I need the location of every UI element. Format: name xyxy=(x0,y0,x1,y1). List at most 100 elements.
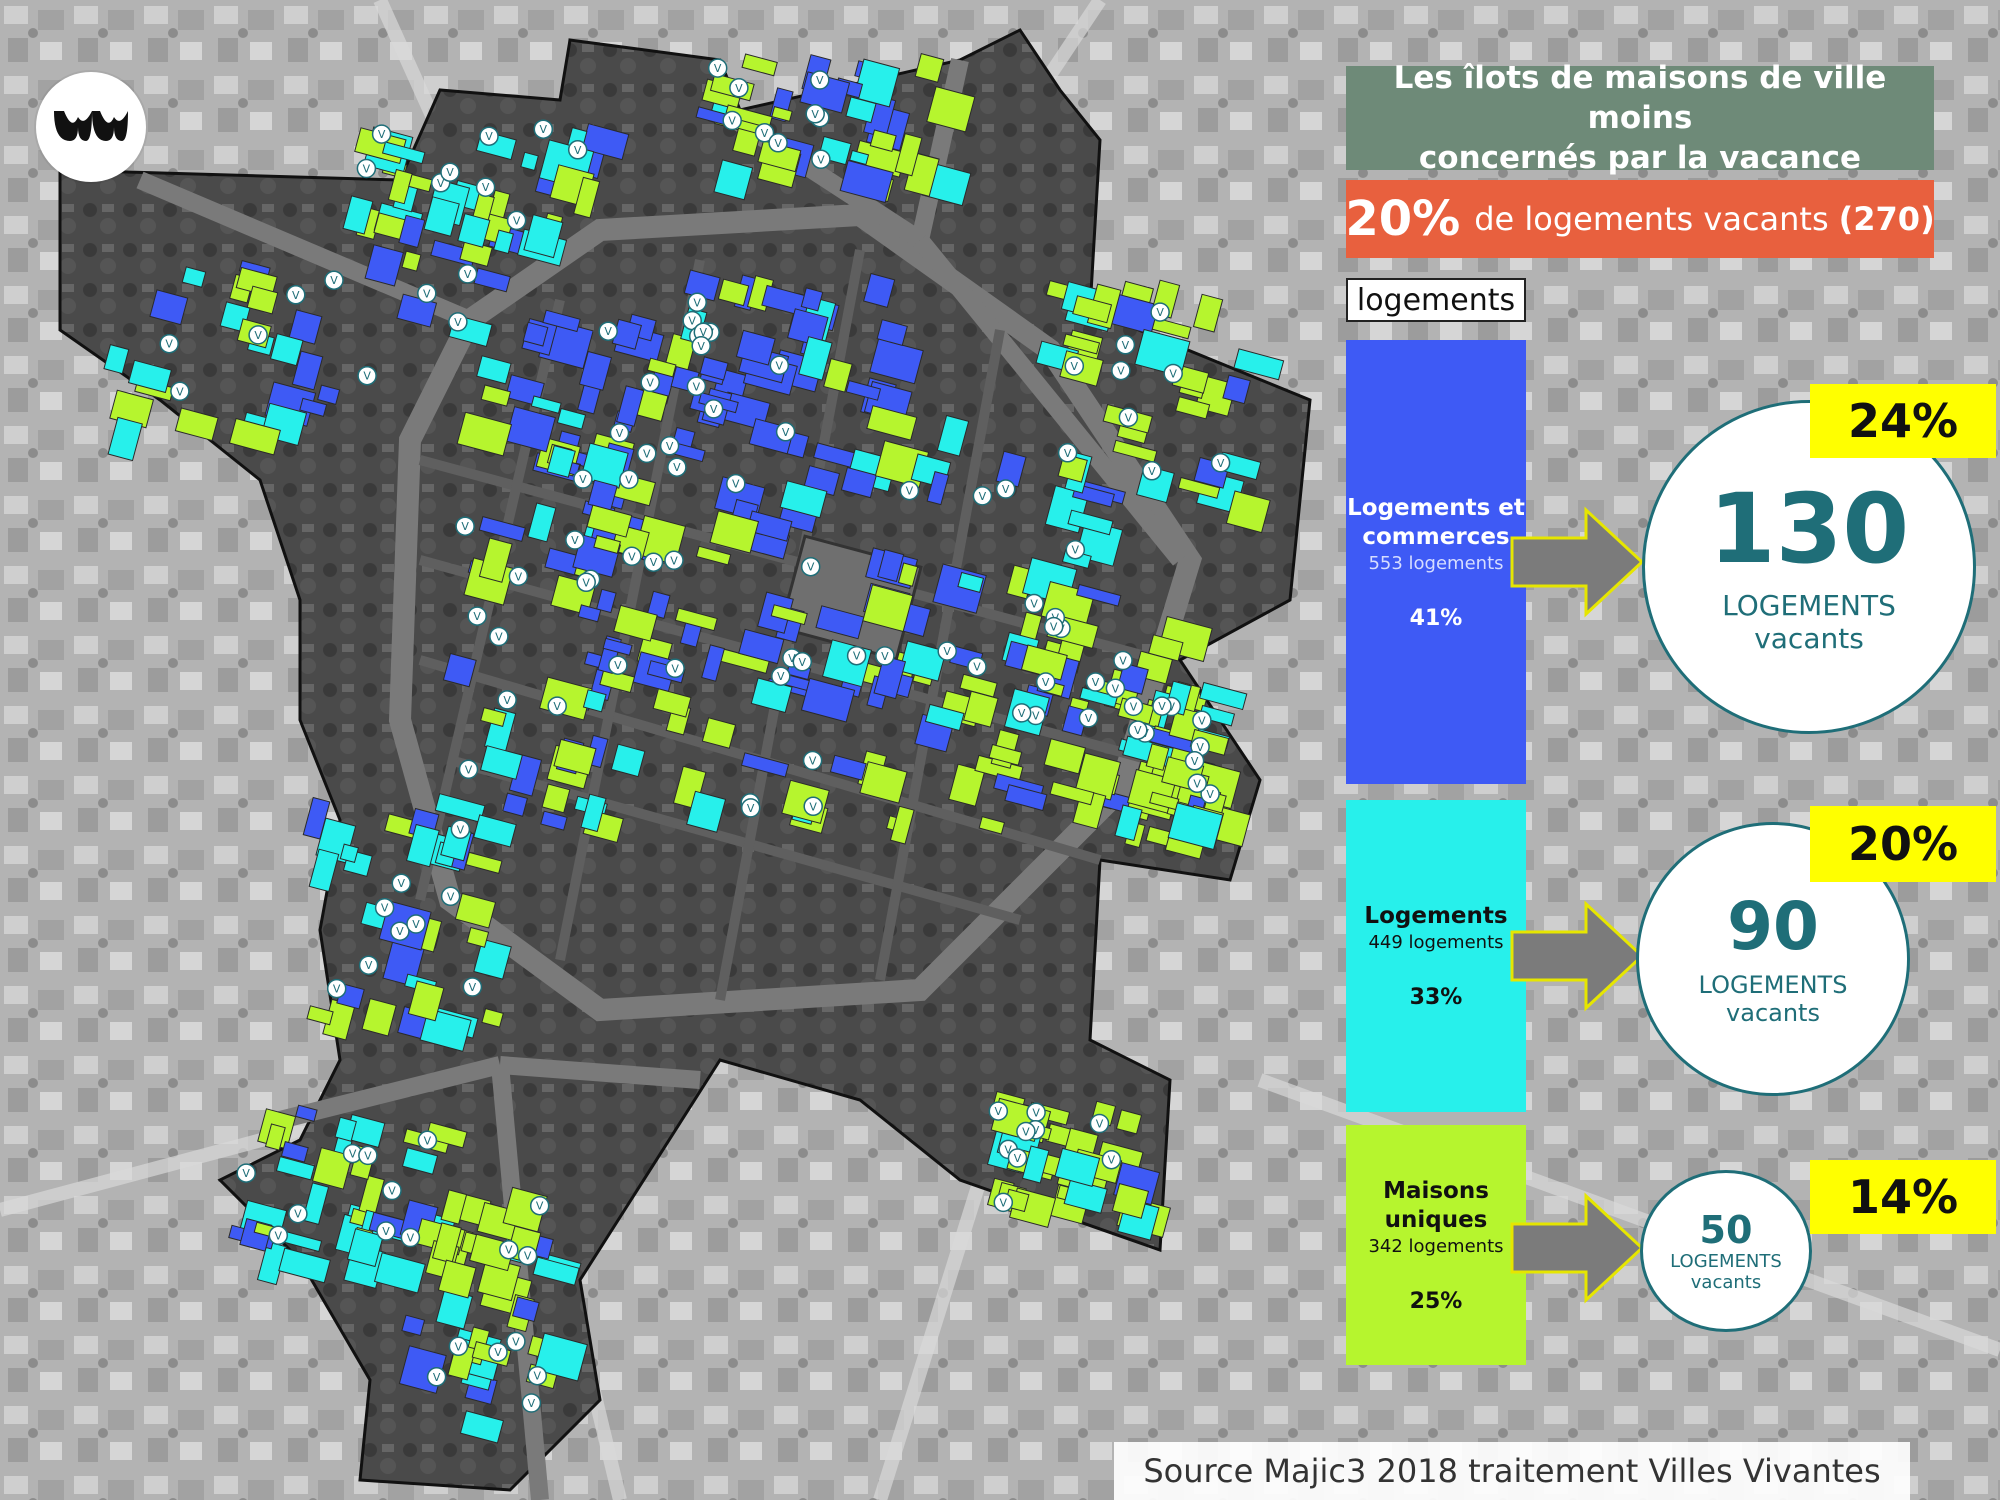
parcel xyxy=(373,1252,426,1294)
parcel xyxy=(364,244,404,287)
vacant-marker-label: V xyxy=(1191,755,1199,768)
parcel xyxy=(709,510,760,554)
vacant-marker-icon: V xyxy=(1057,443,1078,463)
parcel xyxy=(291,350,324,391)
parcel xyxy=(699,356,729,381)
parcel xyxy=(948,763,986,807)
vacant-marker-label: V xyxy=(1022,1126,1030,1139)
parcel xyxy=(317,384,341,405)
vacant-marker-label: V xyxy=(625,473,633,486)
vacant-marker-icon: V xyxy=(1089,1113,1110,1134)
parcel xyxy=(800,677,856,723)
vacant-marker-label: V xyxy=(524,1250,532,1263)
parcel xyxy=(553,738,597,776)
vacant-marker-label: V xyxy=(979,490,987,503)
vacant-marker-icon: V xyxy=(448,1336,469,1357)
vacant-marker-icon: V xyxy=(458,759,479,780)
vacant-marker-icon: V xyxy=(988,1101,1009,1121)
vacant-marker-label: V xyxy=(513,214,521,227)
vacant-marker-label: V xyxy=(294,1208,302,1221)
parcel xyxy=(924,703,965,732)
vacant-marker-label: V xyxy=(747,802,755,815)
vacant-marker-icon: V xyxy=(1115,335,1136,355)
vacant-marker-icon: V xyxy=(811,149,831,170)
vacant-label: LOGEMENTS xyxy=(1698,971,1848,999)
parcel xyxy=(853,58,901,108)
vacant-marker-icon: V xyxy=(371,124,392,144)
vacant-marker-label: V xyxy=(1072,544,1080,557)
vacant-marker-label: V xyxy=(1042,676,1050,689)
vacant-marker-label: V xyxy=(1130,700,1138,713)
parcel xyxy=(741,53,778,77)
parcel xyxy=(898,640,947,682)
parcel xyxy=(610,743,646,778)
vacant-marker-label: V xyxy=(1096,1118,1104,1131)
vacant-marker-label: V xyxy=(1134,724,1142,737)
parcel xyxy=(459,1410,505,1444)
vacant-marker-label: V xyxy=(650,556,658,569)
parcel xyxy=(408,173,433,193)
vacant-marker-icon: V xyxy=(497,690,517,710)
parcel xyxy=(876,319,908,346)
vacant-marker-icon: V xyxy=(802,750,823,771)
parcel xyxy=(556,407,587,430)
parcel xyxy=(246,285,279,315)
vacant-marker-label: V xyxy=(349,1148,357,1161)
category-share: 33% xyxy=(1409,985,1463,1010)
vacant-marker-label: V xyxy=(1085,712,1093,725)
parcel xyxy=(701,717,737,749)
parcel xyxy=(407,980,445,1022)
vacant-marker-icon: V xyxy=(457,264,478,284)
parcel xyxy=(578,350,613,391)
parcel xyxy=(480,706,507,727)
vacant-marker-label: V xyxy=(1198,714,1206,727)
parcel xyxy=(1147,634,1184,662)
category-name: Maisons xyxy=(1383,1177,1489,1204)
vacant-marker-label: V xyxy=(1004,1143,1012,1156)
vacant-marker-icon: V xyxy=(506,1331,526,1352)
parcel xyxy=(602,637,633,656)
parcel xyxy=(914,52,945,83)
parcel xyxy=(1075,583,1122,607)
parcel xyxy=(334,1116,357,1142)
parcel xyxy=(1233,348,1285,381)
vacant-marker-icon: V xyxy=(768,133,788,153)
parcel xyxy=(1049,781,1095,806)
vacant-marker-icon: V xyxy=(775,422,796,442)
parcel xyxy=(771,105,793,122)
vacant-marker-icon: V xyxy=(1016,1121,1036,1142)
vacant-marker-icon: V xyxy=(479,126,499,146)
vacant-marker-label: V xyxy=(614,659,622,672)
category-name: Logements et xyxy=(1347,494,1525,521)
vacant-marker-icon: V xyxy=(547,696,567,716)
parcel xyxy=(473,938,512,980)
vacant-marker-label: V xyxy=(700,326,708,339)
vacant-marker-label: V xyxy=(776,359,784,372)
parcel xyxy=(103,343,130,375)
parcel xyxy=(540,810,568,831)
parcel xyxy=(149,289,189,326)
vacant-marker-label: V xyxy=(1000,1196,1008,1209)
parcel xyxy=(431,1222,462,1264)
parcel xyxy=(381,141,426,165)
parcel xyxy=(1079,686,1118,708)
vacant-marker-icon: V xyxy=(391,873,412,893)
vacant-marker-icon: V xyxy=(499,1239,519,1260)
parcel xyxy=(1175,396,1211,420)
parcel xyxy=(593,534,621,554)
vacant-marker-label: V xyxy=(881,650,889,663)
parcel xyxy=(466,926,490,948)
vacant-marker-label: V xyxy=(437,177,445,190)
vacant-marker-icon: V xyxy=(664,550,684,571)
vacant-marker-label: V xyxy=(1018,707,1026,720)
vacant-marker-icon: V xyxy=(800,556,821,577)
vacant-marker-icon: V xyxy=(506,210,527,231)
parcel xyxy=(302,796,331,840)
parcel xyxy=(740,752,790,778)
vacant-marker-label: V xyxy=(1032,710,1040,723)
parcel xyxy=(480,384,512,407)
category-bar-logements: Logements 449 logements 33% xyxy=(1346,800,1526,1112)
summary-count: (270) xyxy=(1838,200,1935,238)
parcel xyxy=(1145,743,1170,771)
vacant-marker-icon: V xyxy=(533,119,554,139)
